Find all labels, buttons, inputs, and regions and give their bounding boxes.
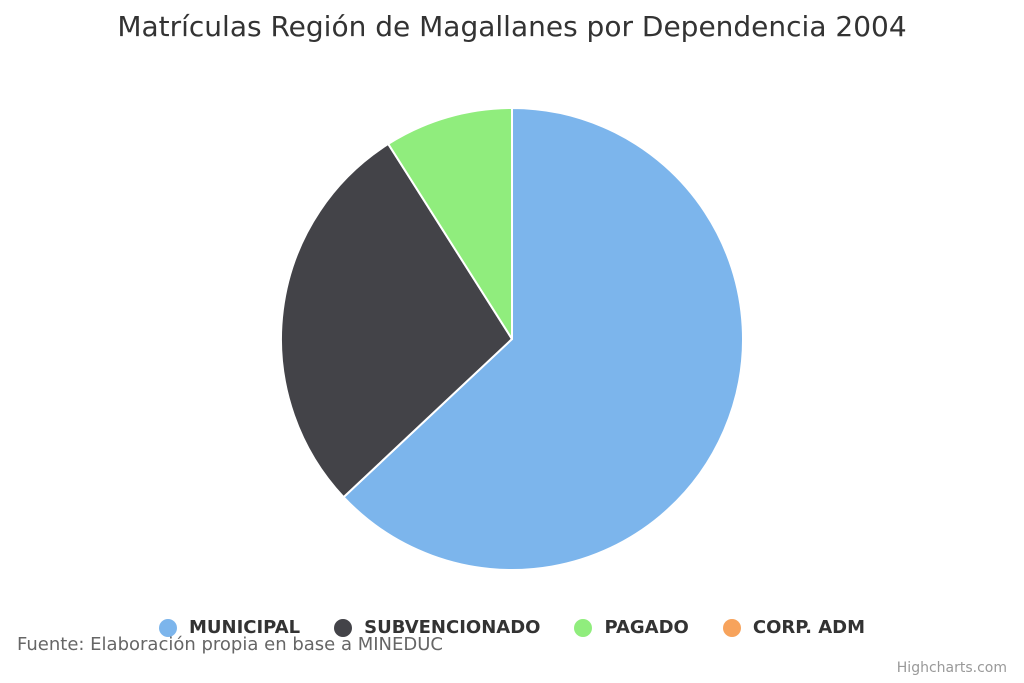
pie-slice-subvencionado[interactable]	[280, 142, 513, 499]
legend-swatch-subvencionado	[334, 618, 353, 637]
pie-slice-municipal[interactable]	[342, 107, 744, 571]
legend-swatch-municipal	[158, 618, 177, 637]
legend-label-pagado: PAGADO	[604, 617, 689, 638]
legend-item-subvencionado[interactable]: SUBVENCIONADO	[334, 617, 540, 638]
legend-item-municipal[interactable]: MUNICIPAL	[158, 617, 301, 638]
chart-legend: MUNICIPAL SUBVENCIONADO PAGADO CORP. ADM	[0, 617, 1024, 638]
legend-item-corp-adm[interactable]: CORP. ADM	[722, 617, 866, 638]
legend-swatch-pagado	[574, 618, 593, 637]
legend-label-subvencionado: SUBVENCIONADO	[364, 617, 541, 638]
pie-slice-pagado[interactable]	[387, 107, 513, 340]
highcharts-credits-link[interactable]: Highcharts.com	[896, 660, 1007, 676]
legend-swatch-corp-adm	[722, 618, 741, 637]
chart-title: Matrículas Región de Magallanes por Depe…	[117, 10, 907, 43]
legend-label-corp-adm: CORP. ADM	[752, 617, 866, 638]
legend-item-pagado[interactable]: PAGADO	[574, 617, 689, 638]
source-caption: Fuente: Elaboración propia en base a MIN…	[17, 634, 443, 655]
legend-label-municipal: MUNICIPAL	[188, 617, 301, 638]
